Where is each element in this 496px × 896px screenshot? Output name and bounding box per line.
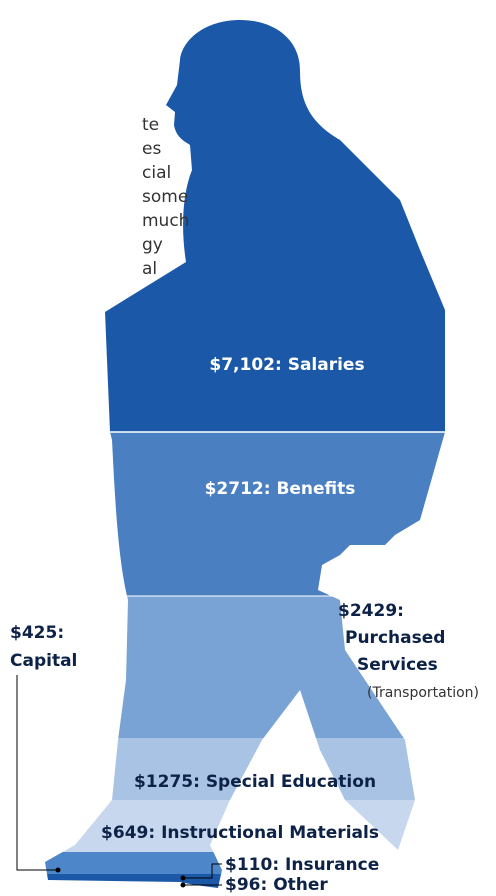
intro-text: cial bbox=[142, 163, 171, 183]
capital-label: Capital bbox=[10, 651, 77, 671]
services-amount: $2429: bbox=[338, 601, 404, 621]
intro-text: te bbox=[142, 115, 159, 135]
services-label: Services bbox=[357, 655, 438, 675]
benefits-label: $2712: Benefits bbox=[205, 479, 356, 499]
leader-line bbox=[183, 863, 222, 879]
leader-line bbox=[16, 675, 58, 871]
leader-dot bbox=[55, 867, 61, 873]
salaries-label: $7,102: Salaries bbox=[209, 355, 364, 375]
services-note: (Transportation) bbox=[367, 685, 479, 701]
services-label: Purchased bbox=[345, 628, 445, 648]
leader-dot bbox=[180, 882, 186, 888]
leader-dot bbox=[180, 875, 186, 881]
other-label: $96: Other bbox=[225, 875, 328, 895]
special-ed-label: $1275: Special Education bbox=[134, 772, 376, 792]
intro-text: es bbox=[142, 139, 161, 159]
intro-text: much bbox=[142, 211, 189, 231]
intro-text: some bbox=[142, 187, 188, 207]
capital-amount: $425: bbox=[10, 623, 64, 643]
materials-label: $649: Instructional Materials bbox=[101, 823, 379, 843]
intro-fragment: te es cial some much gy al bbox=[142, 115, 189, 279]
intro-text: gy bbox=[142, 235, 163, 255]
insurance-label: $110: Insurance bbox=[225, 855, 379, 875]
benefits-band bbox=[45, 432, 445, 596]
intro-text: al bbox=[142, 259, 157, 279]
